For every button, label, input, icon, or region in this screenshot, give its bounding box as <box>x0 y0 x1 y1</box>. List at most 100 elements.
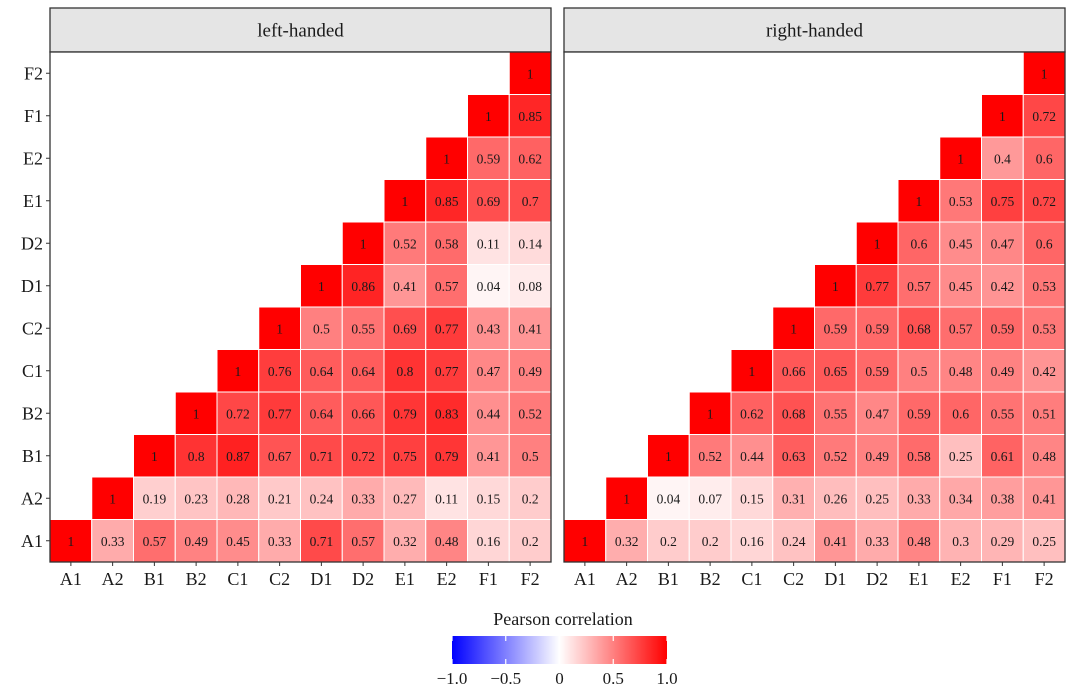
cell-value-label: 0.59 <box>865 321 889 336</box>
cell-value-label: 0.55 <box>991 406 1015 421</box>
x-tick-label: E1 <box>395 569 415 589</box>
heatmap-cell <box>91 519 134 563</box>
cell-value-label: 0.29 <box>991 534 1015 549</box>
panel-border <box>563 51 1066 563</box>
heatmap-cell <box>300 264 343 308</box>
cell-value-label: 0.68 <box>782 406 806 421</box>
heatmap-cell <box>981 94 1024 138</box>
y-tick-label: F1 <box>24 106 43 126</box>
y-tick-label: C1 <box>22 361 43 381</box>
cell-value-label: 0.32 <box>615 534 639 549</box>
heatmap-cell <box>216 349 260 393</box>
y-tick-label: B2 <box>22 403 43 423</box>
heatmap-cell <box>467 349 510 393</box>
cell-value-label: 0.04 <box>657 491 681 506</box>
legend-tick-label: −0.5 <box>490 669 521 688</box>
cell-value-label: 0.3 <box>952 534 969 549</box>
x-tick-label: B2 <box>186 569 207 589</box>
x-tick-label: B1 <box>144 569 165 589</box>
cell-value-label: 0.5 <box>522 449 539 464</box>
cell-value-label: 0.5 <box>910 364 927 379</box>
cell-value-label: 0.33 <box>351 491 375 506</box>
heatmap-cell <box>1022 94 1066 138</box>
cell-value-label: 0.66 <box>351 406 375 421</box>
cell-value-label: 0.43 <box>477 321 501 336</box>
heatmap-cell <box>688 434 732 478</box>
cell-value-label: 0.42 <box>1032 364 1056 379</box>
heatmap-cell <box>467 179 510 223</box>
heatmap-cell <box>467 221 510 265</box>
cell-value-label: 1 <box>151 449 158 464</box>
x-tick-label: E1 <box>909 569 929 589</box>
cell-value-label: 0.48 <box>907 534 931 549</box>
heatmap-cell <box>300 434 343 478</box>
cell-value-label: 0.27 <box>393 491 417 506</box>
cell-value-label: 0.21 <box>268 491 292 506</box>
x-tick-label: D2 <box>866 569 888 589</box>
x-tick-label: F2 <box>521 569 540 589</box>
heatmap-cell <box>508 519 552 563</box>
heatmap-cell <box>467 519 510 563</box>
cell-value-label: 0.2 <box>702 534 719 549</box>
cell-value-label: 1 <box>749 364 756 379</box>
heatmap-cell <box>730 349 774 393</box>
heatmap-cell <box>647 476 690 520</box>
cell-value-label: 0.6 <box>910 236 927 251</box>
cell-value-label: 0.31 <box>782 491 806 506</box>
heatmap-cell <box>939 349 982 393</box>
legend-tick-label: −1.0 <box>437 669 468 688</box>
x-tick-label: C1 <box>227 569 248 589</box>
cell-value-label: 0.85 <box>435 194 459 209</box>
heatmap-cell <box>383 264 427 308</box>
cell-value-label: 0.67 <box>268 449 292 464</box>
cell-value-label: 0.48 <box>949 364 973 379</box>
y-tick-label: E2 <box>23 148 43 168</box>
x-tick-label: C2 <box>783 569 804 589</box>
cell-value-label: 0.58 <box>907 449 931 464</box>
cell-value-label: 0.59 <box>477 151 501 166</box>
heatmap-cell <box>508 94 552 138</box>
cell-value-label: 0.6 <box>952 406 969 421</box>
heatmap-cell <box>772 306 815 350</box>
heatmap-cell <box>772 434 815 478</box>
panel-title: left-handed <box>257 21 344 42</box>
cell-value-label: 0.34 <box>949 491 973 506</box>
heatmap-cell <box>258 306 301 350</box>
x-tick-label: F2 <box>1035 569 1054 589</box>
cell-value-label: 0.44 <box>477 406 501 421</box>
cell-value-label: 0.76 <box>268 364 292 379</box>
heatmap-cell <box>300 391 343 435</box>
cell-value-label: 1 <box>68 534 75 549</box>
heatmap-cell <box>855 434 899 478</box>
x-tick-label: C2 <box>269 569 290 589</box>
cell-value-label: 1 <box>527 66 534 81</box>
cell-value-label: 0.6 <box>1036 151 1053 166</box>
cell-value-label: 0.47 <box>477 364 501 379</box>
cell-value-label: 0.71 <box>310 534 334 549</box>
cell-value-label: 0.45 <box>226 534 250 549</box>
heatmap-cell <box>939 136 982 180</box>
cell-value-label: 0.72 <box>1032 109 1056 124</box>
cell-value-label: 0.72 <box>351 449 375 464</box>
cell-value-label: 1 <box>582 534 589 549</box>
cell-value-label: 0.11 <box>435 491 458 506</box>
cell-value-label: 0.2 <box>660 534 677 549</box>
cell-value-label: 1 <box>1041 66 1048 81</box>
heatmap-cell <box>508 391 552 435</box>
heatmap-cell <box>981 179 1024 223</box>
cell-value-label: 0.25 <box>865 491 889 506</box>
heatmap-cell <box>939 179 982 223</box>
panel-title: right-handed <box>766 21 864 42</box>
cell-value-label: 0.41 <box>824 534 848 549</box>
cell-value-label: 0.87 <box>226 449 250 464</box>
heatmap-cell <box>1022 51 1066 95</box>
cell-value-label: 0.62 <box>518 151 542 166</box>
cell-value-label: 0.79 <box>435 449 459 464</box>
legend-tick-label: 1.0 <box>656 669 677 688</box>
heatmap-cell <box>897 476 941 520</box>
cell-value-label: 0.45 <box>949 279 973 294</box>
cell-value-label: 0.86 <box>351 279 375 294</box>
x-tick-label: C1 <box>741 569 762 589</box>
cell-value-label: 0.8 <box>396 364 413 379</box>
